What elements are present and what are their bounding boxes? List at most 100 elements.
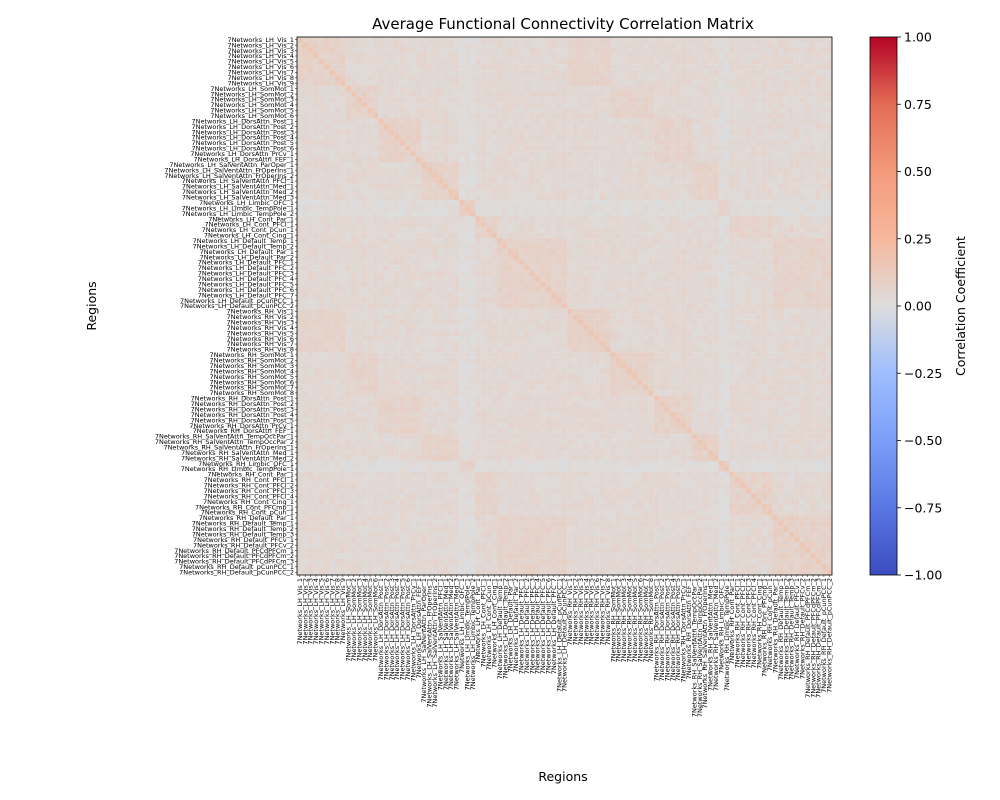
heatmap-cell xyxy=(361,134,368,141)
heatmap-cell xyxy=(664,85,671,92)
heatmap-cell xyxy=(686,64,692,70)
heatmap-cell xyxy=(599,205,606,212)
heatmap-cell xyxy=(334,183,341,190)
heatmap-cell xyxy=(794,178,800,184)
heatmap-cell xyxy=(578,243,584,250)
heatmap-cell xyxy=(486,303,492,309)
heatmap-cell xyxy=(761,75,768,81)
heatmap-cell xyxy=(507,210,514,217)
heatmap-cell xyxy=(632,145,638,152)
heatmap-cell xyxy=(578,58,584,65)
heatmap-cell xyxy=(459,140,465,146)
heatmap-cell xyxy=(783,69,789,76)
heatmap-cell xyxy=(513,221,519,228)
heatmap-cell xyxy=(550,113,557,119)
heatmap-cell xyxy=(518,69,525,76)
heatmap-cell xyxy=(302,85,308,92)
heatmap-cell xyxy=(410,303,417,309)
heatmap-cell xyxy=(734,238,741,244)
heatmap-cell xyxy=(480,248,487,255)
heatmap-cell xyxy=(297,238,303,244)
heatmap-cell xyxy=(486,102,492,108)
heatmap-cell xyxy=(632,259,638,266)
heatmap-cell xyxy=(405,308,411,315)
heatmap-cell xyxy=(496,238,503,244)
heatmap-cell xyxy=(578,140,584,146)
heatmap-cell xyxy=(534,265,541,271)
heatmap-cell xyxy=(594,297,600,304)
heatmap-cell xyxy=(523,281,530,288)
heatmap-cell xyxy=(637,156,643,163)
heatmap-cell xyxy=(507,102,514,108)
heatmap-cell xyxy=(421,123,427,130)
heatmap-cell xyxy=(675,140,681,146)
heatmap-cell xyxy=(567,145,573,152)
heatmap-cell xyxy=(459,96,465,103)
heatmap-cell xyxy=(750,232,757,239)
heatmap-cell xyxy=(464,281,471,288)
heatmap-cell xyxy=(334,270,341,277)
heatmap-cell xyxy=(691,238,698,244)
heatmap-cell xyxy=(340,189,346,195)
heatmap-cell xyxy=(610,172,616,179)
heatmap-cell xyxy=(750,91,757,97)
heatmap-cell xyxy=(734,53,741,59)
heatmap-cell xyxy=(621,243,627,250)
heatmap-cell xyxy=(659,118,665,125)
heatmap-cell xyxy=(610,134,616,141)
heatmap-cell xyxy=(318,243,325,250)
heatmap-cell xyxy=(442,286,449,293)
heatmap-cell xyxy=(572,102,579,108)
heatmap-cell xyxy=(675,200,681,206)
heatmap-cell xyxy=(442,107,449,114)
heatmap-cell xyxy=(799,292,806,298)
heatmap-cell xyxy=(750,42,757,49)
heatmap-cell xyxy=(642,151,649,157)
heatmap-cell xyxy=(410,281,417,288)
heatmap-cell xyxy=(713,75,719,81)
heatmap-cell xyxy=(502,123,508,130)
heatmap-cell xyxy=(648,80,654,87)
heatmap-cell xyxy=(561,161,568,168)
heatmap-cell xyxy=(372,113,379,119)
heatmap-cell xyxy=(740,151,746,157)
heatmap-cell xyxy=(572,183,579,190)
heatmap-cell xyxy=(556,248,562,255)
heatmap-cell xyxy=(723,156,730,163)
heatmap-cell xyxy=(475,64,481,70)
heatmap-cell xyxy=(621,85,627,92)
heatmap-cell xyxy=(297,161,303,168)
heatmap-cell xyxy=(713,200,719,206)
heatmap-cell xyxy=(313,64,319,70)
heatmap-cell xyxy=(707,210,714,217)
heatmap-cell xyxy=(783,156,789,163)
heatmap-cell xyxy=(578,172,584,179)
heatmap-cell xyxy=(659,243,665,250)
heatmap-cell xyxy=(642,265,649,271)
heatmap-cell xyxy=(496,303,503,309)
heatmap-cell xyxy=(561,232,568,239)
heatmap-cell xyxy=(680,156,687,163)
heatmap-cell xyxy=(475,167,481,173)
heatmap-cell xyxy=(324,151,330,157)
heatmap-cell xyxy=(826,227,833,233)
heatmap-cell xyxy=(518,254,525,260)
heatmap-cell xyxy=(318,281,325,288)
heatmap-cell xyxy=(426,254,433,260)
heatmap-cell xyxy=(372,96,379,103)
heatmap-cell xyxy=(804,243,811,250)
heatmap-cell xyxy=(486,276,492,282)
heatmap-cell xyxy=(518,227,525,233)
heatmap-cell xyxy=(702,107,708,114)
heatmap-cell xyxy=(399,286,406,293)
heatmap-cell xyxy=(632,140,638,146)
heatmap-cell xyxy=(432,156,438,163)
heatmap-cell xyxy=(669,134,676,141)
heatmap-cell xyxy=(642,140,649,146)
heatmap-cell xyxy=(745,297,752,304)
heatmap-cell xyxy=(826,265,833,271)
heatmap-cell xyxy=(469,259,476,266)
heatmap-cell xyxy=(388,227,395,233)
heatmap-cell xyxy=(367,183,373,190)
heatmap-cell xyxy=(761,47,768,54)
